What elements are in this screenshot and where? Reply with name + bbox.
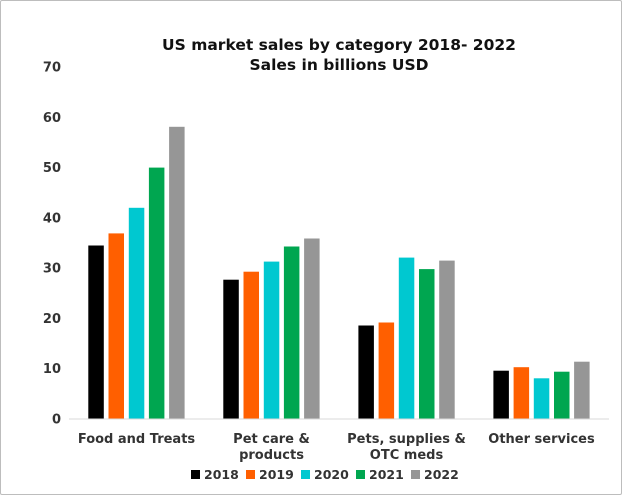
y-tick-label-10: 10 — [43, 362, 61, 377]
bar-2019-category-1 — [108, 233, 124, 419]
legend-label-2019: 2019 — [259, 467, 294, 482]
y-tick-label-20: 20 — [43, 312, 61, 327]
legend-swatch-2019 — [246, 470, 255, 479]
bar-2021-category-2 — [283, 246, 300, 419]
y-tick-label-60: 60 — [43, 111, 61, 126]
category-label-2-line-2: products — [239, 448, 304, 463]
bar-2021-category-3 — [419, 269, 435, 419]
bar-2020-category-2 — [263, 261, 280, 419]
legend-label-2018: 2018 — [204, 467, 239, 482]
y-axis: 0 10 20 30 40 50 60 70 — [43, 61, 61, 428]
bar-2019-category-3 — [378, 322, 395, 419]
legend-label-2021: 2021 — [369, 467, 404, 482]
legend-swatch-2018 — [191, 470, 200, 479]
bar-2020-category-1 — [128, 207, 145, 419]
legend-swatch-2022 — [411, 470, 420, 479]
bar-2019-category-2 — [243, 271, 259, 419]
bar-2022-category-4 — [574, 361, 590, 419]
category-label-3-line-2: OTC meds — [370, 448, 444, 463]
x-axis: Food and Treats Pet care &products Pets, s… — [69, 418, 609, 463]
y-tick-label-30: 30 — [43, 262, 61, 277]
bar-2018-category-4 — [493, 370, 509, 419]
category-label-4-line-1: Other services — [488, 432, 595, 447]
legend-swatch-2021 — [356, 470, 365, 479]
bar-2022-category-3 — [439, 260, 455, 419]
category-label-1-line-1: Food and Treats — [78, 432, 196, 447]
legend-label-2020: 2020 — [314, 467, 349, 482]
bar-2021-category-1 — [148, 167, 165, 419]
bar-2018-category-2 — [223, 279, 239, 419]
bar-2020-category-4 — [533, 378, 550, 419]
y-tick-label-70: 70 — [43, 61, 61, 76]
category-label-3-line-1: Pets, supplies & — [347, 432, 466, 447]
bar-2019-category-4 — [513, 367, 530, 419]
y-tick-label-40: 40 — [43, 211, 61, 226]
bar-2022-category-2 — [304, 238, 320, 419]
bar-2018-category-1 — [88, 245, 104, 419]
chart-title: US market sales by category 2018- 2022 Sa… — [162, 36, 516, 74]
bar-2020-category-3 — [398, 257, 415, 419]
y-tick-label-50: 50 — [43, 161, 61, 176]
category-label-2-line-1: Pet care & — [233, 432, 310, 447]
bar-2021-category-4 — [554, 371, 570, 419]
legend-label-2022: 2022 — [424, 467, 459, 482]
bar-2018-category-3 — [358, 325, 374, 419]
chart-title-line-2: Sales in billions USD — [249, 56, 428, 74]
legend-swatch-2020 — [301, 470, 310, 479]
y-tick-label-0: 0 — [52, 413, 61, 428]
chart-title-line-1: US market sales by category 2018- 2022 — [162, 36, 516, 54]
legend: 2018 2019 2020 2021 2022 — [191, 467, 459, 482]
bar-2022-category-1 — [169, 126, 185, 420]
bars — [88, 126, 590, 420]
